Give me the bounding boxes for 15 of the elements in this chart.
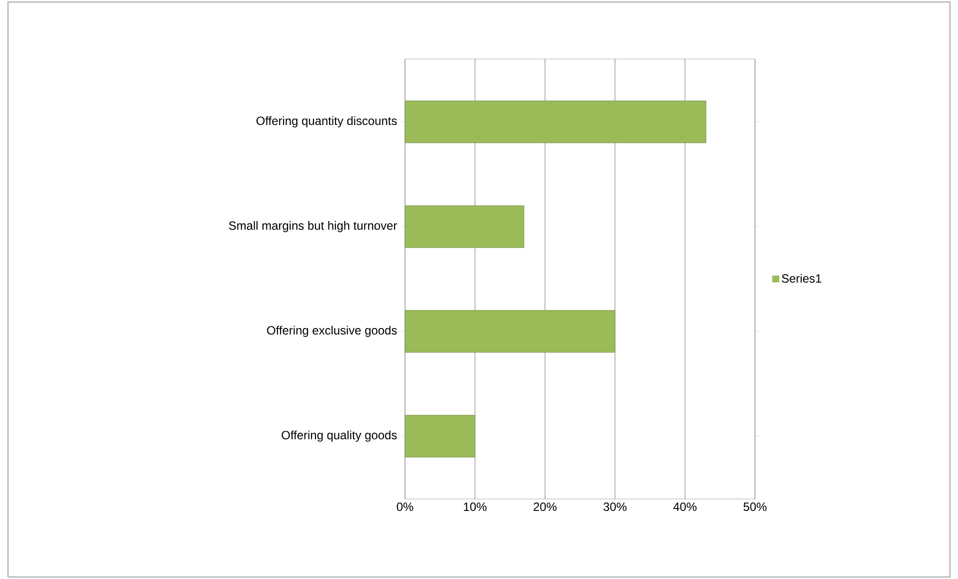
x-tick-label: 0%	[396, 502, 414, 511]
x-tick-label: 20%	[534, 502, 557, 511]
x-tick-label: 40%	[673, 502, 697, 511]
y-tick-label: Small margins but high turnover	[228, 221, 397, 232]
y-tick-label: Offering quality goods	[282, 430, 397, 442]
bar	[404, 100, 706, 144]
y-tick-label: Offering exclusive goods	[267, 326, 397, 337]
bar	[404, 205, 524, 248]
bar	[404, 414, 476, 458]
y-tick-label: Offering quantity discounts	[256, 116, 397, 128]
x-tick-label: 10%	[464, 502, 487, 511]
bar	[404, 310, 616, 353]
x-tick-label: 30%	[603, 502, 627, 511]
x-tick-label: 50%	[744, 502, 767, 511]
legend-label: Series1	[782, 274, 822, 283]
